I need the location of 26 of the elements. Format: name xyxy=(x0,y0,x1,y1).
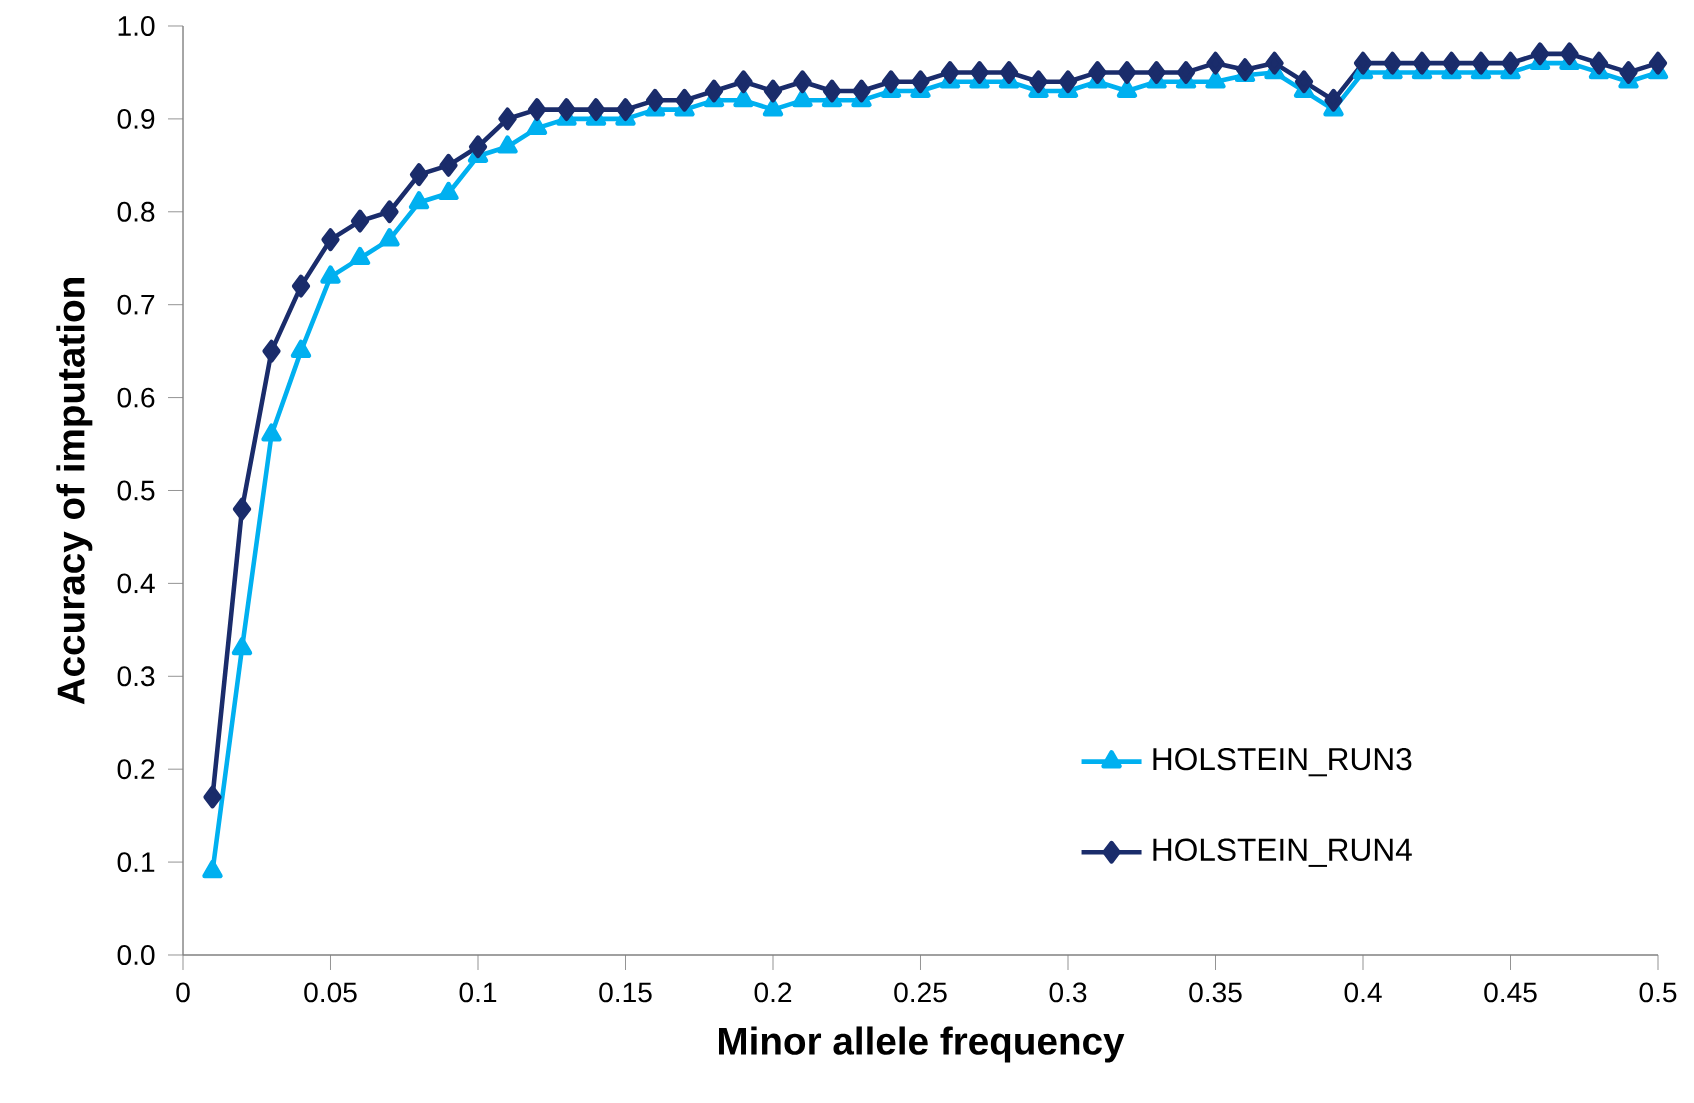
y-axis-title: Accuracy of imputation xyxy=(56,278,93,705)
y-tick-label: 0.2 xyxy=(117,759,155,780)
y-tick-label: 0.5 xyxy=(117,480,155,501)
x-tick-label: 0.15 xyxy=(599,982,652,1003)
y-tick-label: 0.9 xyxy=(117,108,155,129)
x-tick-label: 0.25 xyxy=(894,982,947,1003)
y-tick-label: 0.3 xyxy=(117,666,155,687)
legend-label: HOLSTEIN_RUN3 xyxy=(1153,747,1412,777)
x-tick-label: 0.45 xyxy=(1484,982,1537,1003)
x-axis-title: Minor allele frequency xyxy=(719,1026,1125,1063)
x-tick-label: 0.35 xyxy=(1189,982,1242,1003)
y-tick-label: 0.6 xyxy=(117,387,155,408)
y-tick-label: 0.7 xyxy=(117,294,155,315)
y-tick-label: 0.1 xyxy=(117,852,155,873)
legend-label: HOLSTEIN_RUN4 xyxy=(1153,838,1412,867)
y-tick-label: 1.0 xyxy=(118,16,155,36)
x-tick-label: 0.1 xyxy=(459,982,497,1003)
y-tick-label: 0.0 xyxy=(117,945,155,965)
x-tick-label: 0.5 xyxy=(1639,982,1677,1003)
x-tick-label: 0.3 xyxy=(1049,982,1087,1003)
y-tick-label: 0.8 xyxy=(117,201,155,222)
x-tick-label: 0.2 xyxy=(754,982,792,1003)
y-tick-label: 0.4 xyxy=(117,573,155,594)
x-tick-label: 0.05 xyxy=(304,982,357,1003)
x-tick-label: 0.4 xyxy=(1344,982,1382,1003)
x-tick-label: 0 xyxy=(176,982,190,1003)
